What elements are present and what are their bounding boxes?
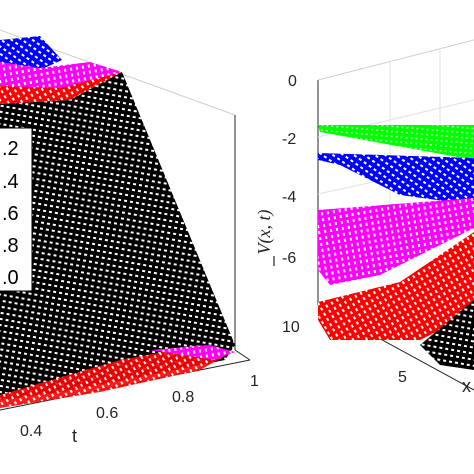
left-surface-red: [0, 72, 122, 104]
right-panel: 0 -2 -4 -6 10 V(x, t) 5 x: [254, 39, 474, 396]
left-legend-entry-4: .0: [2, 267, 19, 289]
right-surface-blue: [318, 153, 474, 205]
right-axis-back-top: [317, 39, 474, 81]
left-surface-magenta: [0, 62, 122, 90]
left-legend: .2 .4 .6 .8 .0: [0, 127, 33, 292]
right-surface-red: [318, 232, 474, 340]
left-legend-entry-3: .8: [2, 235, 19, 257]
left-surface-black: [0, 72, 235, 400]
left-surface-blue: [0, 36, 62, 70]
left-x-label: t: [72, 426, 77, 446]
right-z-tick-0: 0: [288, 73, 297, 90]
right-surface-magenta: [318, 198, 474, 285]
left-legend-entry-1: .4: [2, 171, 19, 193]
right-surface-green: [318, 125, 474, 160]
right-z-tick-4: 10: [282, 319, 300, 336]
right-z-tick-2: -4: [282, 189, 296, 206]
right-surface-black: [420, 300, 474, 370]
left-legend-entry-2: .6: [2, 203, 19, 225]
left-axis-right-bottom: [234, 349, 251, 361]
right-z-tick-3: -6: [282, 250, 296, 267]
right-x-tick-0: 5: [398, 369, 407, 386]
left-x-tick-2: 0.8: [172, 389, 194, 406]
left-legend-entry-0: .2: [2, 138, 19, 160]
left-x-tick-1: 0.6: [96, 405, 118, 422]
right-z-label: V(x, t): [254, 210, 275, 255]
left-legend-box: [0, 127, 33, 292]
left-surface-magenta-lower: [150, 345, 235, 360]
left-x-tick-3: 1: [250, 373, 259, 390]
right-x-label: x: [462, 376, 471, 396]
left-x-tick-0: 0.4: [20, 423, 42, 440]
left-surface-red-lower: [0, 345, 232, 408]
right-z-tick-1: -2: [282, 131, 296, 148]
left-panel: .2 .4 .6 .8 .0 0.4 0.6 0.8 1 t: [0, 29, 259, 446]
